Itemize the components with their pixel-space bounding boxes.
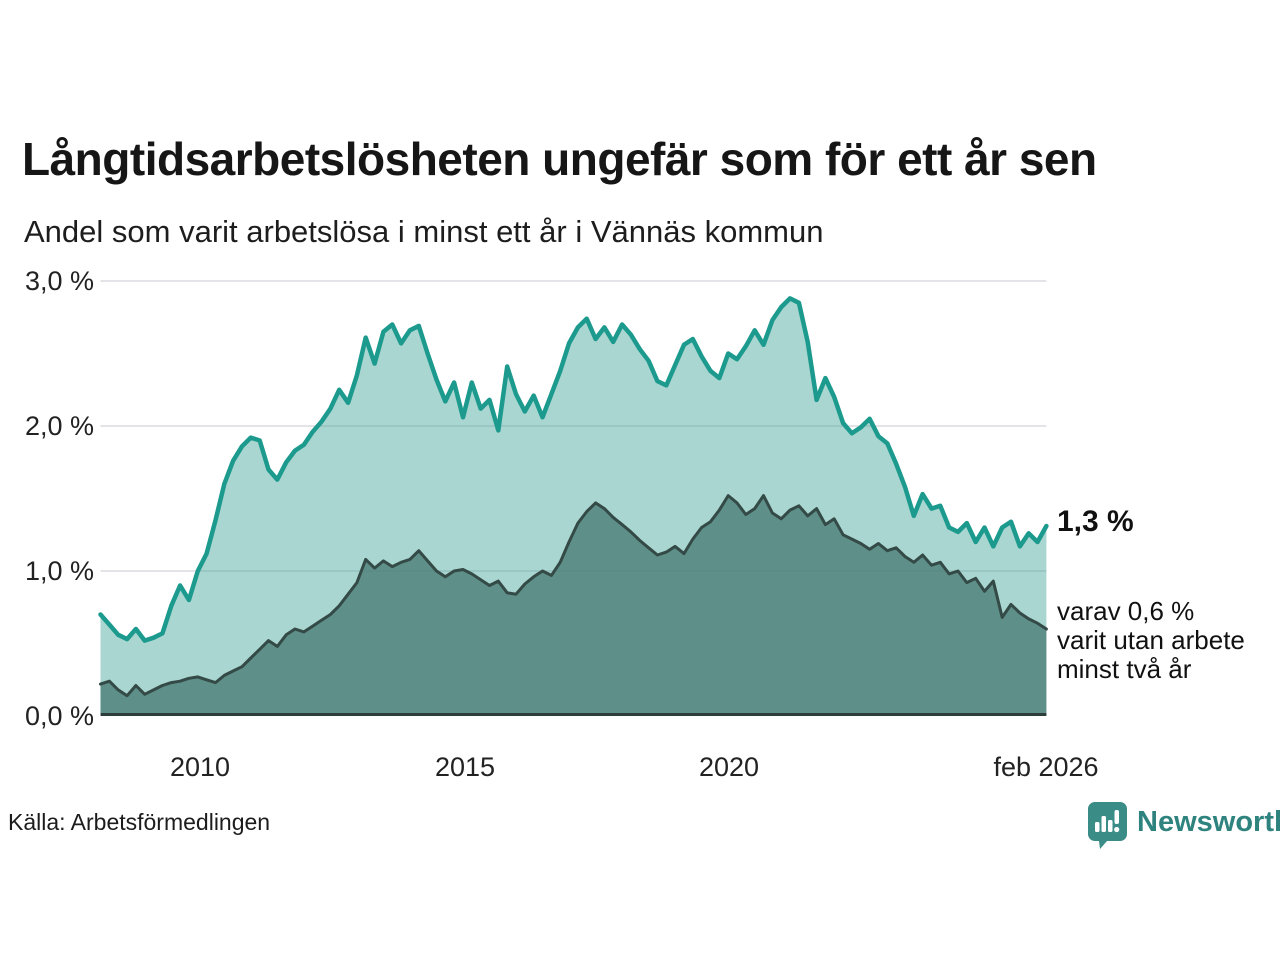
newsworthy-logo: Newsworthy xyxy=(1086,800,1280,850)
y-axis-tick-label: 2,0 % xyxy=(24,411,94,441)
annotation-line: varit utan arbete xyxy=(1057,625,1245,655)
x-axis-tick-label: 2010 xyxy=(169,752,231,782)
annotation-line: minst två år xyxy=(1057,654,1192,684)
series2-annotation: varav 0,6 % varit utan arbete minst två … xyxy=(1057,597,1245,684)
y-axis-tick-label: 3,0 % xyxy=(24,266,94,296)
x-axis-tick-label: feb 2026 xyxy=(993,752,1099,782)
y-axis-tick-label: 0,0 % xyxy=(24,701,94,731)
series-end-value-label: 1,3 % xyxy=(1057,505,1134,538)
annotation-line: varav 0,6 % xyxy=(1057,596,1195,626)
chart-subtitle: Andel som varit arbetslösa i minst ett å… xyxy=(24,214,824,249)
x-axis-tick-label: 2020 xyxy=(698,752,760,782)
chart-title: Långtidsarbetslösheten ungefär som för e… xyxy=(22,133,1097,185)
y-axis-tick-label: 1,0 % xyxy=(24,556,94,586)
x-axis-tick-label: 2015 xyxy=(434,752,496,782)
bar-chart-speech-bubble-icon xyxy=(1088,802,1127,849)
newsworthy-logo-text: Newsworthy xyxy=(1137,806,1280,838)
source-caption: Källa: Arbetsförmedlingen xyxy=(8,809,271,835)
